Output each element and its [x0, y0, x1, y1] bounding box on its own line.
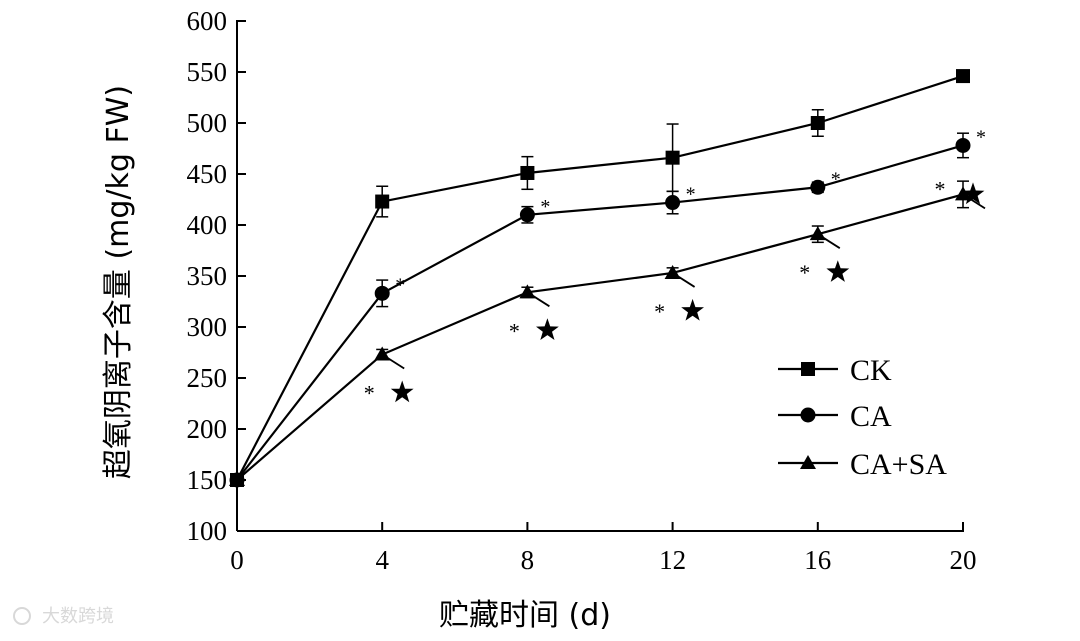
legend-item-ca-sa: CA+SA — [778, 448, 947, 481]
legend: CK CA CA+SA — [778, 354, 947, 481]
significance-label: * — [831, 168, 841, 190]
significance-leader — [817, 233, 841, 249]
series-line — [236, 144, 964, 481]
significance-leader — [381, 353, 405, 370]
significance-star-icon — [826, 260, 850, 282]
significance-label: * — [935, 176, 946, 201]
significance-star-icon — [961, 182, 985, 205]
x-tick-label: 4 — [375, 545, 389, 575]
x-tick-label: 16 — [804, 545, 831, 575]
watermark: 大数跨境 — [13, 606, 114, 627]
legend-marker — [800, 455, 816, 469]
legend-item-ca: CA — [778, 400, 892, 433]
x-tick-label: 12 — [659, 545, 686, 575]
legend-label: CK — [850, 354, 892, 387]
legend-label: CA+SA — [850, 448, 947, 481]
significance-label: * — [976, 126, 986, 148]
significance-star-icon — [681, 298, 704, 321]
legend-item-ck: CK — [778, 354, 892, 387]
y-tick-label: 600 — [187, 6, 228, 36]
significance-leader — [526, 291, 550, 308]
series-line — [236, 75, 964, 481]
series-ca-sa: * * * * * — [229, 176, 986, 486]
significance-label: * — [799, 260, 810, 285]
data-point — [519, 207, 535, 223]
y-tick-label: 150 — [187, 465, 228, 495]
y-tick-label: 300 — [187, 312, 228, 342]
significance-star-icon — [536, 318, 559, 340]
data-point — [810, 179, 826, 195]
y-axis-label: 超氧阴离子含量 (mg/kg FW) — [101, 85, 136, 479]
y-tick-label: 400 — [187, 210, 228, 240]
data-point — [665, 150, 680, 165]
data-point — [520, 165, 535, 180]
x-tick-label: 0 — [230, 545, 244, 575]
x-tick-label: 8 — [521, 545, 535, 575]
y-tick-label: 550 — [187, 57, 228, 87]
watermark-logo-icon — [13, 607, 31, 625]
x-axis-label: 贮藏时间 (d) — [439, 598, 611, 633]
data-point — [374, 285, 390, 301]
y-tick-label: 450 — [187, 159, 228, 189]
legend-label: CA — [850, 400, 892, 433]
significance-label: * — [509, 318, 520, 343]
legend-marker — [801, 362, 815, 376]
y-tick-label: 200 — [187, 414, 228, 444]
series-layer: * * * * * * * * * * — [229, 69, 986, 488]
significance-label: * — [686, 184, 696, 206]
watermark-text: 大数跨境 — [42, 606, 114, 627]
significance-leader — [962, 193, 986, 210]
data-point — [665, 195, 681, 211]
series-ca: * * * * * — [229, 126, 986, 488]
plot-area: 100 150 200 250 300 350 400 450 500 550 600 0 4 8 12 16… — [187, 6, 977, 575]
significance-leader — [672, 272, 696, 288]
data-point — [810, 116, 825, 130]
y-tick-label: 350 — [187, 261, 228, 291]
data-point — [229, 472, 245, 486]
x-tick-label: 20 — [950, 545, 977, 575]
significance-label: * — [364, 381, 375, 406]
y-tick-label: 100 — [187, 516, 228, 546]
data-point — [956, 69, 970, 84]
y-tick-label: 250 — [187, 363, 228, 393]
y-tick-label: 500 — [187, 108, 228, 138]
data-point — [955, 137, 971, 153]
significance-star-icon — [390, 380, 414, 403]
data-point — [375, 194, 390, 209]
significance-label: * — [654, 299, 665, 324]
significance-label: * — [540, 196, 550, 218]
legend-marker — [800, 407, 816, 423]
series-line — [236, 193, 964, 481]
significance-label: * — [395, 274, 405, 296]
